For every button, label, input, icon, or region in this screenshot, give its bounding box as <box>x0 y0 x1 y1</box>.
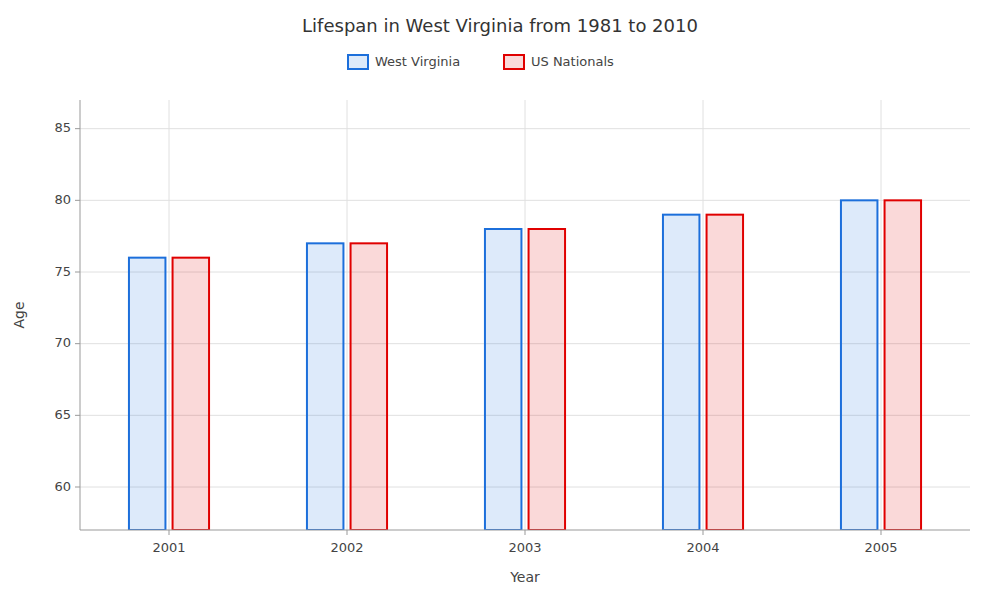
y-tick <box>75 487 80 488</box>
legend: West Virginia US Nationals <box>348 54 614 70</box>
legend-swatch <box>348 55 368 69</box>
y-tick <box>75 272 80 273</box>
bar <box>663 215 699 530</box>
x-tick-label: 2005 <box>864 540 897 555</box>
x-grid-line <box>169 100 170 530</box>
x-tick-label: 2004 <box>686 540 719 555</box>
bar <box>173 258 209 530</box>
legend-label: US Nationals <box>531 54 614 69</box>
y-tick <box>75 343 80 344</box>
bar <box>885 200 921 530</box>
chart-container: 60 65 70 75 80 85 2001 2002 2003 2004 2005 Year Age L… <box>0 0 1000 600</box>
x-grid-line <box>703 100 704 530</box>
grid <box>80 100 970 530</box>
x-tick <box>703 530 704 535</box>
bar <box>485 229 521 530</box>
bar <box>841 200 877 530</box>
y-tick-label: 75 <box>54 264 71 279</box>
y-tick <box>75 128 80 129</box>
x-tick-label: 2003 <box>508 540 541 555</box>
y-tick-label: 65 <box>54 407 71 422</box>
x-tick <box>525 530 526 535</box>
bar <box>351 243 387 530</box>
x-tick-label: 2001 <box>152 540 185 555</box>
y-tick <box>75 415 80 416</box>
legend-label: West Virginia <box>375 54 460 69</box>
page: {"chart_data": {"type": "bar", "title": … <box>0 0 1000 600</box>
bar <box>129 258 165 530</box>
x-tick <box>169 530 170 535</box>
x-grid-line <box>347 100 348 530</box>
y-tick-label: 60 <box>54 479 71 494</box>
y-tick-label: 70 <box>54 335 71 350</box>
bar <box>707 215 743 530</box>
x-tick <box>347 530 348 535</box>
x-axis-label: Year <box>509 569 540 585</box>
legend-swatch <box>504 55 524 69</box>
bar <box>307 243 343 530</box>
y-axis-line <box>80 100 81 530</box>
title: Lifespan in West Virginia from 1981 to 2… <box>302 15 698 36</box>
y-tick-label: 80 <box>54 192 71 207</box>
x-tick <box>881 530 882 535</box>
x-grid-line <box>525 100 526 530</box>
bars <box>129 200 921 530</box>
y-tick <box>75 200 80 201</box>
x-grid-line <box>881 100 882 530</box>
x-tick-label: 2002 <box>330 540 363 555</box>
y-tick-label: 85 <box>54 120 71 135</box>
bar <box>529 229 565 530</box>
chart: 60 65 70 75 80 85 2001 2002 2003 2004 2005 Year Age L… <box>0 0 1000 600</box>
y-axis-label: Age <box>11 301 27 328</box>
